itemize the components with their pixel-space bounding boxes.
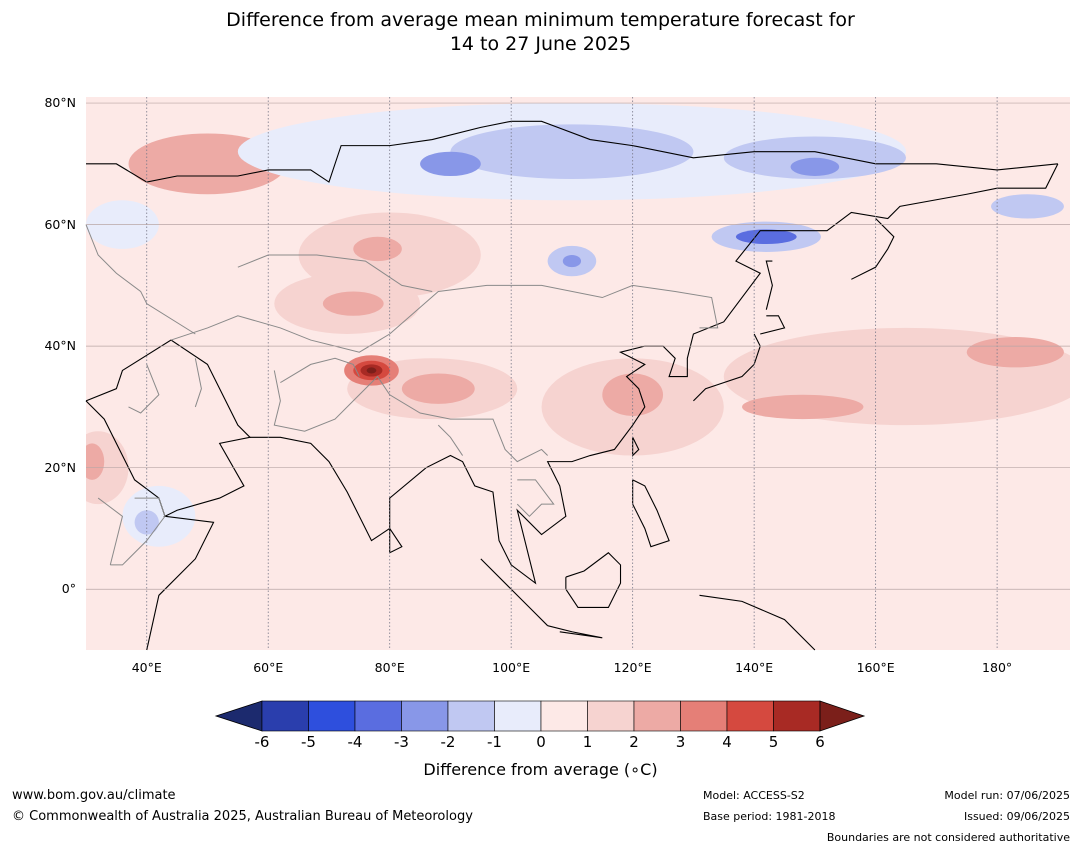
coastline-8 <box>565 552 622 609</box>
country-boundary-10 <box>97 497 124 566</box>
longitude-label: 160°E <box>856 660 895 675</box>
colorbar-tick: -6 <box>254 733 270 751</box>
colorbar-swatch-11 <box>773 700 821 732</box>
footer-issued: Issued: 09/06/2025 <box>963 810 1070 823</box>
longitude-label: 140°E <box>735 660 774 675</box>
longitude-label: 100°E <box>492 660 531 675</box>
coastline-9 <box>632 479 670 548</box>
colorbar-tick: -1 <box>487 733 502 751</box>
anomaly-region-siberia-cool <box>450 124 694 180</box>
latitude-label: 40°N <box>44 338 76 354</box>
country-boundary-0 <box>170 284 719 353</box>
colorbar-swatch-10 <box>726 700 774 732</box>
footer-disclaimer: Boundaries are not considered authoritat… <box>826 831 1070 844</box>
colorbar-tick: 0 <box>536 733 546 751</box>
map-title: Difference from average mean minimum tem… <box>0 8 1081 56</box>
coastline-5 <box>760 315 786 335</box>
coastline-0 <box>85 339 252 651</box>
country-boundary-5 <box>437 424 464 456</box>
anomaly-region-pacific-warm-core-west <box>742 394 864 420</box>
coastline-10 <box>699 594 816 651</box>
longitude-label: 120°E <box>613 660 652 675</box>
coastline-11 <box>632 437 640 457</box>
country-boundary-7 <box>237 254 433 292</box>
colorbar-swatch-1 <box>308 700 356 732</box>
footer-base-period: Base period: 1981-2018 <box>703 810 836 823</box>
longitude-label: 60°E <box>253 660 284 675</box>
anomaly-region-baikal-cool-core <box>562 255 582 268</box>
latitude-label: 20°N <box>44 459 76 475</box>
colorbar-tick: 5 <box>768 733 779 751</box>
coastline-12 <box>389 528 403 554</box>
coastline-3 <box>86 120 1058 183</box>
colorbar-label-text: Difference from average ( <box>423 760 631 779</box>
colorbar-swatch-3 <box>401 700 449 732</box>
country-boundary-1 <box>273 370 548 463</box>
anomaly-region-horn-africa-cool <box>122 485 196 547</box>
latitude-label: 60°N <box>44 216 76 232</box>
longitude-label: 80°E <box>374 660 405 675</box>
colorbar-tick: 6 <box>815 733 825 751</box>
anomaly-region-taimyr-cool <box>420 151 481 177</box>
colorbar-tick: -2 <box>440 733 456 751</box>
colorbar-swatch-9 <box>680 700 728 732</box>
anomaly-region-altai-warm <box>353 236 402 262</box>
colorbar-label-close: ) <box>651 760 658 779</box>
anomaly-region-east-siberia-cool-core <box>790 157 840 176</box>
latitude-label: 0° <box>61 581 76 597</box>
coastline-2 <box>250 163 1059 585</box>
anomaly-region-east-siberia-cool <box>723 136 907 180</box>
colorbar-tick: 1 <box>582 733 593 751</box>
anomaly-region-ethiopia-cool <box>134 510 159 535</box>
anomaly-region-kazakhstan-warm-core <box>322 291 384 316</box>
colorbar-under-arrow <box>214 700 263 732</box>
colorbar-tick: 2 <box>629 733 639 751</box>
anomaly-region-karakoram-warm-6 <box>366 367 377 374</box>
anomaly-region-okhotsk-cool-core <box>735 229 797 245</box>
longitude-label: 180° <box>982 660 1013 675</box>
footer-url: www.bom.gov.au/climate <box>12 788 176 803</box>
colorbar-swatch-2 <box>354 700 402 732</box>
anomaly-region-tibet-warm-core <box>401 373 475 404</box>
latitude-label: 80°N <box>44 95 76 111</box>
country-boundary-6 <box>516 479 555 518</box>
coastline-14 <box>851 218 895 280</box>
colorbar-label-unit: ∘C <box>630 760 652 779</box>
colorbar-over-arrow <box>819 700 866 732</box>
country-boundary-8 <box>85 224 196 335</box>
longitude-label: 40°E <box>131 660 162 675</box>
anomaly-region-pacific-warm-core-east <box>966 337 1064 368</box>
footer-copyright: © Commonwealth of Australia 2025, Austra… <box>12 809 473 824</box>
coastline-6 <box>480 558 549 627</box>
footer-model: Model: ACCESS-S2 <box>703 789 805 802</box>
coastline-7 <box>547 625 603 639</box>
country-boundary-9 <box>110 497 166 566</box>
coastline-13 <box>765 260 773 310</box>
country-boundary-2 <box>280 357 360 384</box>
colorbar-swatch-8 <box>633 700 681 732</box>
colorbar-swatch-0 <box>261 700 309 732</box>
country-boundary-4 <box>128 364 160 414</box>
country-boundary-3 <box>194 358 202 408</box>
map-title-line-1: Difference from average mean minimum tem… <box>226 9 855 31</box>
colorbar-tick: 4 <box>722 733 732 751</box>
colorbar-label: Difference from average (∘C) <box>0 760 1081 779</box>
colorbar-swatch-4 <box>447 700 495 732</box>
colorbar-tick: -4 <box>347 733 363 751</box>
colorbar-tick: -3 <box>394 733 409 751</box>
anomaly-layer <box>86 103 1070 547</box>
colorbar-tick: 3 <box>675 733 686 751</box>
anomaly-region-bering-cool <box>991 194 1064 219</box>
anomaly-region-arabia-warm-core <box>86 443 105 480</box>
footer-model-run: Model run: 07/06/2025 <box>944 789 1070 802</box>
colorbar-swatch-7 <box>587 700 635 732</box>
colorbar-swatch-6 <box>540 700 588 732</box>
map-title-line-2: 14 to 27 June 2025 <box>449 33 632 55</box>
colorbar-tick: -5 <box>301 733 316 751</box>
colorbar-swatch-5 <box>494 700 542 732</box>
